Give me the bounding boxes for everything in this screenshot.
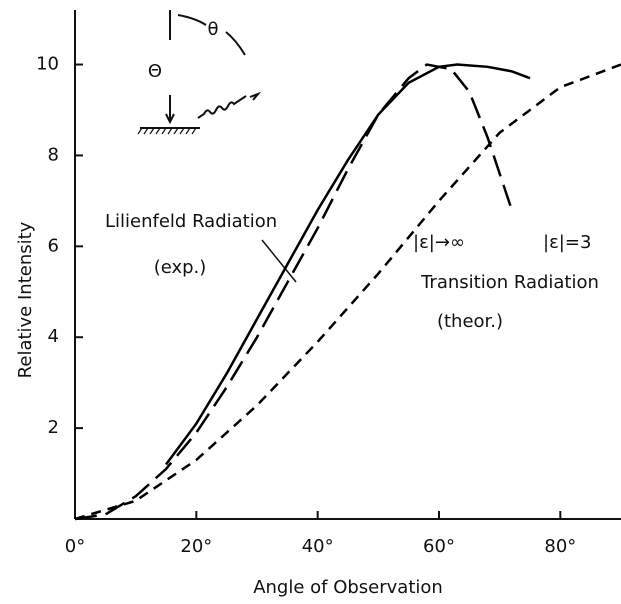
x-tick-label: 0° [65,536,85,557]
y-tick-label: 8 [48,144,59,165]
annotation: |ε|→∞ [413,232,465,253]
data-line [74,63,621,521]
inset-diagram [137,10,262,135]
y-tick-label: 10 [36,54,59,75]
annotation: Lilienfeld Radiation [105,211,277,232]
x-tick-label: 20° [180,536,212,557]
annotation: Transition Radiation [420,272,599,293]
x-tick-label: 80° [544,536,576,557]
x-tick-label: 60° [423,536,455,557]
leader-line [261,239,297,283]
annotation: Θ [148,61,162,82]
x-tick-label: 40° [302,536,334,557]
y-tick-label: 6 [48,235,59,256]
annotation: |ε|=3 [543,232,591,253]
y-axis-title: Relative Intensity [15,221,36,378]
x-axis-title: Angle of Observation [253,577,443,598]
y-tick-label: 2 [48,417,59,438]
data-line [164,63,531,466]
y-tick-label: 4 [48,326,59,347]
annotation: (theor.) [437,311,503,332]
annotation: θ [207,19,218,40]
annotation: (exp.) [154,257,207,278]
data-line [74,63,513,521]
